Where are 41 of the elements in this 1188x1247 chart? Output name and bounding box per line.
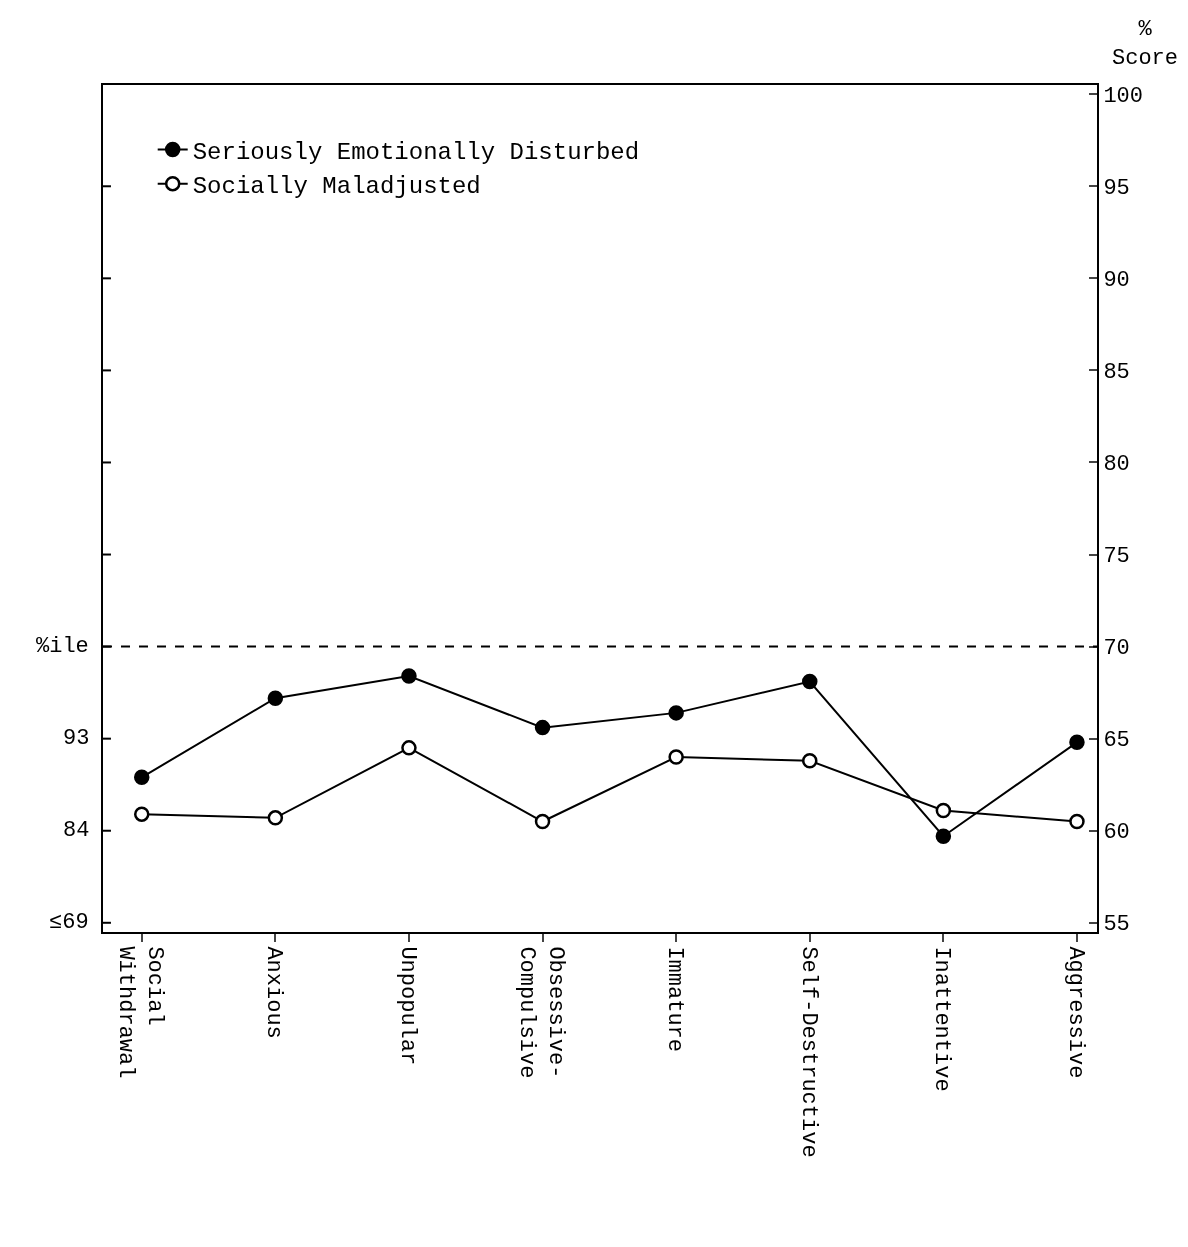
point: [1069, 734, 1085, 751]
y2-tick-label: 75: [1103, 544, 1130, 570]
text: 84: [63, 818, 90, 843]
y2-tick-label: 55: [1103, 912, 1130, 938]
y2-tick-label: 80: [1103, 452, 1130, 478]
x-tick-label: Obsessive- Compulsive: [514, 946, 568, 1079]
point: [267, 810, 284, 826]
point: [668, 705, 684, 721]
y-axis-title: %ile: [36, 634, 89, 659]
point: [668, 749, 684, 765]
point: [401, 740, 417, 756]
x-tick-label: Social Withdrawal: [113, 946, 167, 1079]
x-tick-label: Anxious: [261, 946, 287, 1039]
x-tick-label: Inattentive: [929, 946, 955, 1092]
point: [534, 813, 551, 830]
point: [802, 673, 818, 690]
text: ≤69: [49, 910, 89, 935]
y2-tick-label: 95: [1103, 175, 1130, 201]
point: [134, 806, 150, 822]
y2-axis-title: % Score: [1112, 17, 1179, 71]
text: 93: [63, 726, 90, 751]
point: [534, 719, 551, 736]
point: [134, 769, 150, 786]
x-tick-label: Unpopular: [394, 946, 420, 1066]
point: [935, 828, 952, 844]
y2-tick-label: 100: [1103, 83, 1144, 109]
legend-label: Seriously Emotionally Disturbed: [192, 138, 640, 166]
x-tick-label: Self-Destructive: [795, 946, 821, 1158]
point: [802, 753, 818, 769]
y2-tick-label: 90: [1103, 268, 1130, 294]
x-tick-label: Immature: [662, 946, 687, 1053]
point: [401, 668, 417, 684]
point: [267, 690, 284, 706]
point: [1069, 813, 1085, 830]
y2-tick-label: 85: [1103, 360, 1130, 386]
point: [935, 802, 952, 819]
y2-tick-label: 60: [1103, 820, 1130, 846]
legend-label: Socially Maladjusted: [192, 173, 481, 201]
y2-tick-label: 65: [1103, 728, 1130, 754]
y2-tick-label: 70: [1103, 636, 1130, 662]
x-tick-label: Aggressive: [1062, 946, 1088, 1079]
